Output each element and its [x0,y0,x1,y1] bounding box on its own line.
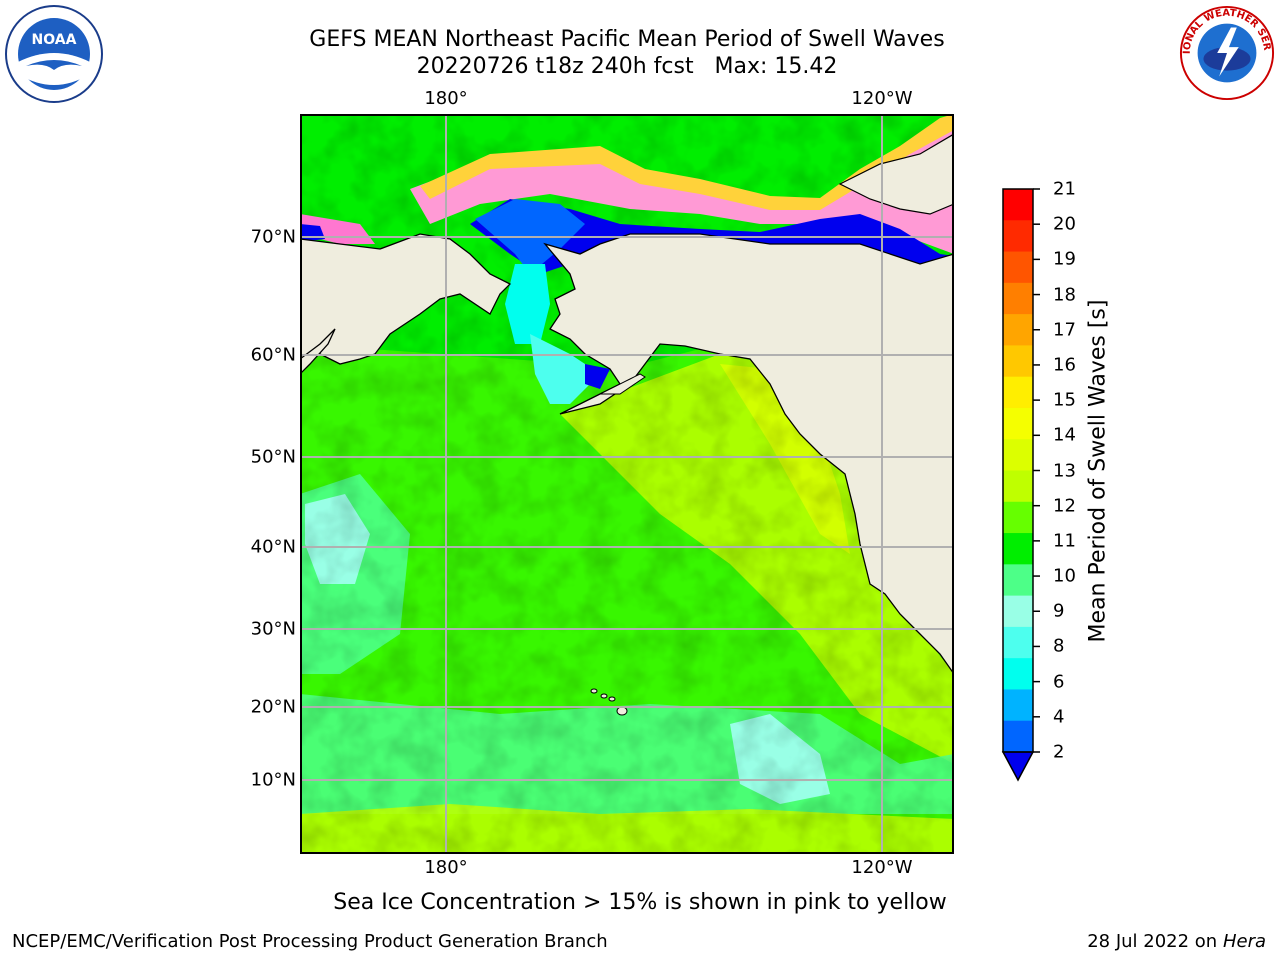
swell-bristol-blue [585,364,610,389]
footer-date-text: 28 Jul 2022 on [1087,931,1223,952]
colorbar-tick-label: 20 [1053,213,1076,235]
colorbar-tick-label: 13 [1053,460,1076,481]
map-border [300,114,954,854]
hawaiian-islands [590,688,628,716]
colorbar-segments [1003,189,1033,753]
colorbar-extend-triangle [1001,751,1035,782]
lat-label-40n: 40°N [250,536,296,558]
colorbar-segment [1003,314,1033,346]
colorbar-tick-label: 21 [1053,178,1076,200]
land-siberia [300,233,512,365]
colorbar-segment [1003,282,1033,315]
colorbar-tick-label: 4 [1053,706,1065,728]
chart-subtitle: 20220726 t18z 240h fcst Max: 15.42 [416,54,838,79]
colorbar-tick-label: 17 [1053,319,1076,341]
lon-label-bottom-180: 180° [424,857,468,878]
lon-label-top-120w: 120°W [851,88,913,109]
lat-label-60n: 60°N [250,344,296,366]
noaa-logo-text: NOAA [32,32,77,48]
colorbar-segment [1003,595,1033,628]
colorbar-ticks [1033,188,1040,753]
colorbar-segment [1003,407,1033,440]
colorbar-tick-label: 8 [1053,635,1065,657]
colorbar-segment [1003,501,1033,534]
lon-label-bottom-120w: 120°W [851,857,913,878]
colorbar-segment [1003,376,1033,409]
colorbar-tick-label: 12 [1053,495,1076,517]
lat-label-30n: 30°N [250,618,296,640]
colorbar-tick-label: 10 [1053,565,1076,587]
colorbar-tick-label: 15 [1053,389,1076,411]
lat-label-70n: 70°N [250,226,296,248]
colorbar-tick-label: 18 [1053,284,1076,306]
colorbar-tick-label: 6 [1053,671,1065,693]
colorbar-segment [1003,439,1033,471]
nws-logo: NATIONAL WEATHER SERVICE [1178,4,1275,101]
colorbar-tick-label: 14 [1053,424,1076,446]
colorbar-segment [1003,720,1033,753]
land-aleutian-strip [599,373,646,395]
colorbar-tick-label: 9 [1053,600,1065,622]
swell-period-map [300,114,954,854]
map-gridlines [300,114,954,854]
sea-ice-note: Sea Ice Concentration > 15% is shown in … [333,890,947,915]
colorbar-segment [1003,533,1033,565]
swell-bering-cyan-light [530,334,600,404]
colorbar-segment [1003,345,1033,378]
colorbar-segment [1003,189,1033,221]
land-kamchatka-outline [300,328,336,375]
colorbar-segment [1003,251,1033,284]
colorbar-segment [1003,658,1033,690]
lat-label-50n: 50°N [250,446,296,468]
footer-machine: Hera [1222,931,1266,952]
colorbar-tick-label: 19 [1053,248,1076,270]
lon-label-top-180: 180° [424,88,468,109]
swell-bering-strait-cyan [505,264,550,344]
footer-date: 28 Jul 2022 on Hera [1087,931,1266,952]
footer-credit: NCEP/EMC/Verification Post Processing Pr… [12,931,608,952]
colorbar-tick-label: 16 [1053,354,1076,376]
sea-ice-edge-yellow [420,114,954,210]
chart-title: GEFS MEAN Northeast Pacific Mean Period … [309,27,945,52]
colorbar-segment [1003,470,1033,503]
lat-label-20n: 20°N [250,696,296,718]
colorbar-segment [1003,564,1033,597]
colorbar-segment [1003,689,1033,722]
colorbar-tick-label: 11 [1053,530,1076,552]
colorbar-segment [1003,220,1033,253]
colorbar-segment [1003,626,1033,659]
colorbar [1001,188,1040,782]
land-arctic-islands [838,133,954,215]
noaa-logo: NOAA [5,5,103,103]
colorbar-tick-label: 2 [1053,741,1065,763]
lat-label-10n: 10°N [250,769,296,791]
colorbar-label: Mean Period of Swell Waves [s] [1085,299,1111,643]
